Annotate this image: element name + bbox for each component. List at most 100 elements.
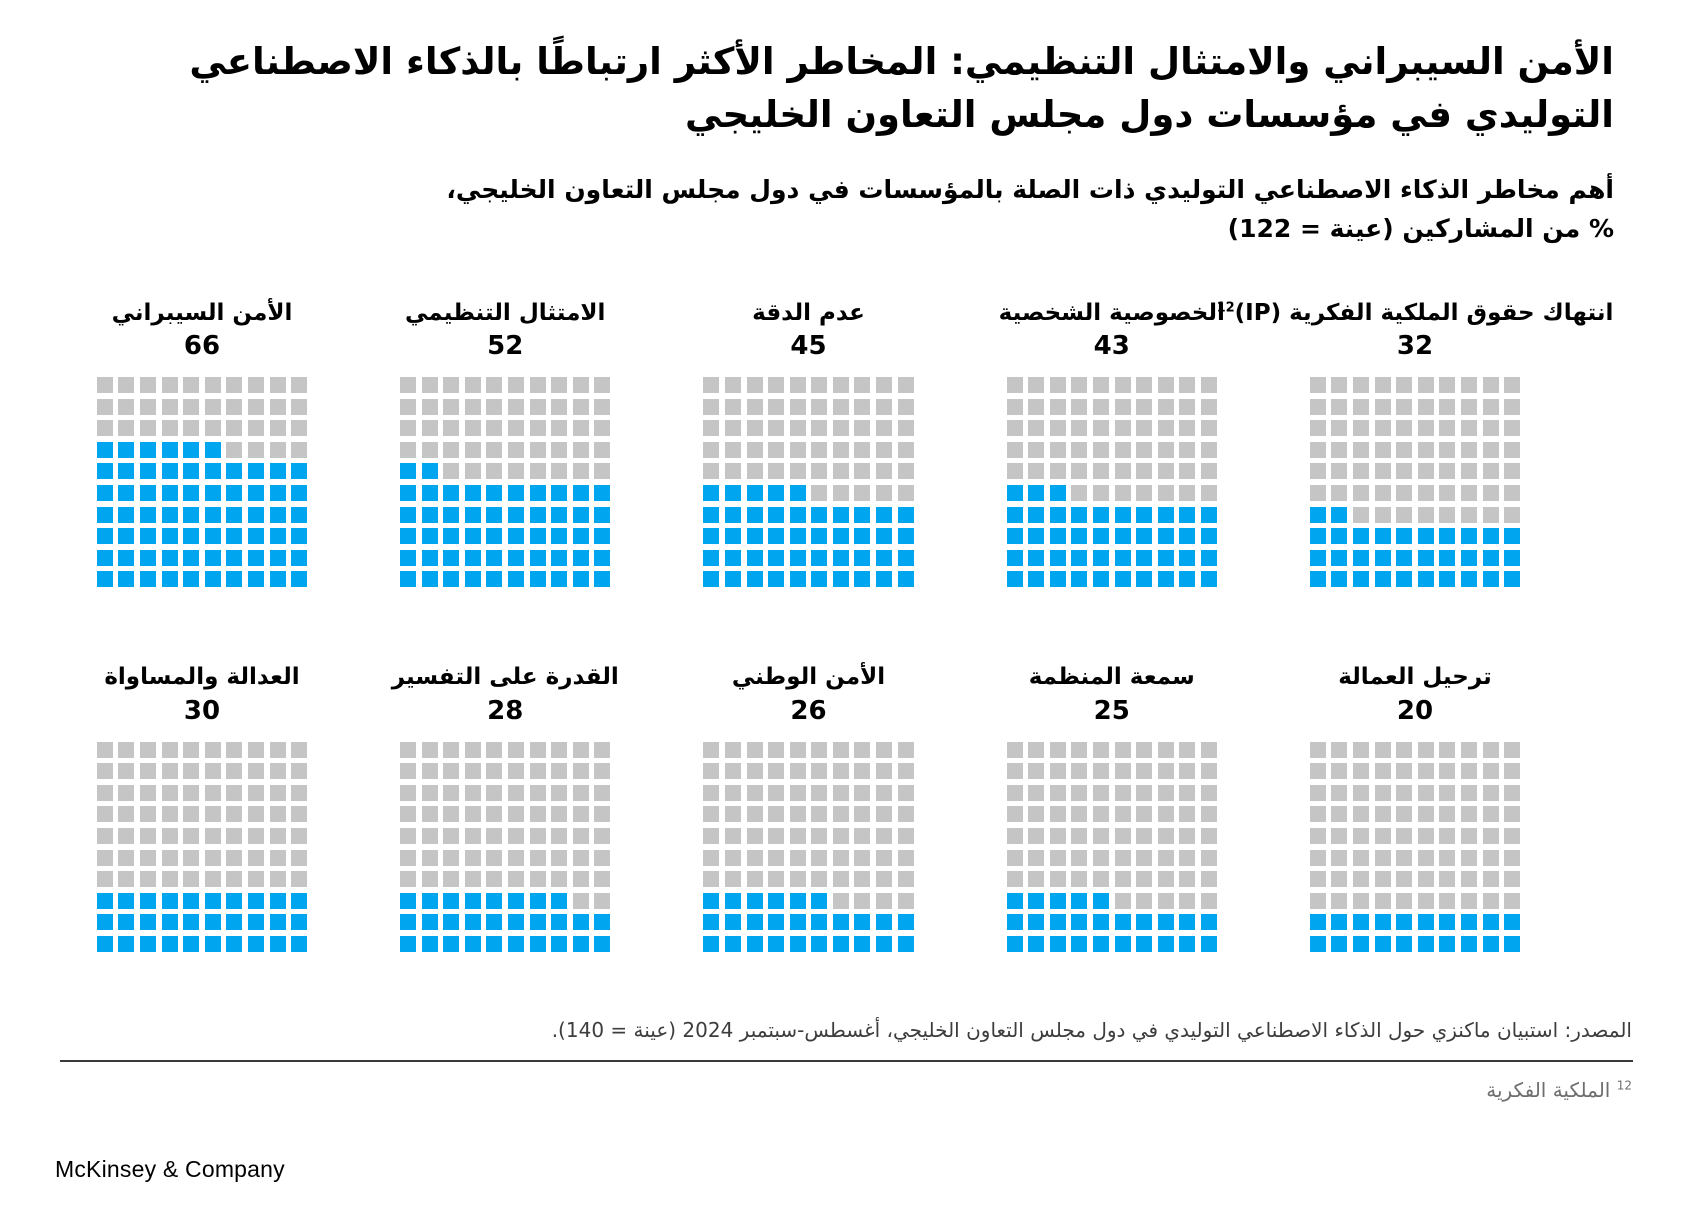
- waffle-cell-empty: [789, 441, 806, 458]
- waffle-cell-filled: [421, 571, 438, 588]
- waffle-cell-empty: [854, 441, 871, 458]
- waffle-cell-empty: [1417, 828, 1434, 845]
- waffle-cell-empty: [746, 784, 763, 801]
- waffle-cell-empty: [1200, 463, 1217, 480]
- waffle-cell-empty: [508, 376, 525, 393]
- waffle-cell-empty: [1331, 420, 1348, 437]
- waffle-cell-empty: [1114, 763, 1131, 780]
- waffle-cell-empty: [876, 441, 893, 458]
- waffle-cell-filled: [291, 463, 308, 480]
- waffle-cell-filled: [291, 892, 308, 909]
- waffle-cell-empty: [1482, 441, 1499, 458]
- waffle-cell-empty: [529, 871, 546, 888]
- waffle-cell-empty: [1049, 849, 1066, 866]
- waffle-cell-empty: [161, 784, 178, 801]
- waffle-cell-empty: [118, 828, 135, 845]
- waffle-cell-empty: [897, 763, 914, 780]
- waffle-cell-filled: [1092, 506, 1109, 523]
- waffle-cell-empty: [464, 784, 481, 801]
- waffle-cell-empty: [204, 871, 221, 888]
- waffle-cell-empty: [269, 741, 286, 758]
- waffle-cell-empty: [703, 806, 720, 823]
- waffle-cell-empty: [247, 849, 264, 866]
- waffle-cell-empty: [1200, 441, 1217, 458]
- waffle-cell-empty: [832, 763, 849, 780]
- waffle-cell-empty: [768, 376, 785, 393]
- waffle-cell-empty: [1028, 398, 1045, 415]
- waffle-cell-empty: [811, 849, 828, 866]
- waffle-cell-filled: [529, 506, 546, 523]
- waffle-cell-filled: [118, 528, 135, 545]
- waffle-cell-filled: [1136, 506, 1153, 523]
- waffle-cell-empty: [508, 463, 525, 480]
- waffle-cell-filled: [269, 463, 286, 480]
- waffle-cell-filled: [508, 892, 525, 909]
- waffle-cell-empty: [1417, 892, 1434, 909]
- waffle-cell-empty: [876, 376, 893, 393]
- waffle-cell-empty: [1006, 463, 1023, 480]
- waffle-cell-filled: [1374, 914, 1391, 931]
- waffle-cell-empty: [421, 784, 438, 801]
- chart-value: 25: [1093, 696, 1130, 727]
- chart-label: القدرة على التفسير: [392, 663, 619, 693]
- waffle-cell-filled: [789, 936, 806, 953]
- waffle-grid: [400, 741, 611, 953]
- waffle-cell-empty: [1396, 398, 1413, 415]
- waffle-cell-filled: [400, 506, 417, 523]
- waffle-cell-filled: [1396, 549, 1413, 566]
- waffle-cell-empty: [1482, 828, 1499, 845]
- waffle-chart: الامتثال التنظيمي 52: [400, 299, 611, 588]
- waffle-cell-empty: [724, 741, 741, 758]
- waffle-cell-filled: [161, 463, 178, 480]
- waffle-cell-empty: [204, 763, 221, 780]
- waffle-cell-empty: [443, 376, 460, 393]
- waffle-grid: [1309, 376, 1521, 588]
- waffle-cell-filled: [1504, 914, 1521, 931]
- waffle-cell-empty: [1006, 376, 1023, 393]
- waffle-cell-empty: [1309, 871, 1326, 888]
- waffle-cell-filled: [1028, 914, 1045, 931]
- chart-label-footnote-marker: 12: [1216, 299, 1235, 315]
- waffle-cell-filled: [140, 914, 157, 931]
- footer-divider: [60, 1060, 1633, 1063]
- waffle-cell-filled: [594, 484, 611, 501]
- waffle-cell-filled: [897, 549, 914, 566]
- waffle-cell-filled: [291, 936, 308, 953]
- waffle-cell-filled: [832, 936, 849, 953]
- waffle-cell-filled: [1353, 936, 1370, 953]
- waffle-cell-empty: [421, 806, 438, 823]
- waffle-cell-filled: [1353, 914, 1370, 931]
- mckinsey-logo: McKinsey & Company: [55, 1156, 285, 1182]
- waffle-cell-empty: [486, 398, 503, 415]
- waffle-cell-empty: [291, 420, 308, 437]
- waffle-cell-empty: [1309, 741, 1326, 758]
- waffle-cell-filled: [1157, 571, 1174, 588]
- waffle-cell-filled: [1482, 571, 1499, 588]
- waffle-cell-empty: [1179, 763, 1196, 780]
- waffle-cell-empty: [854, 892, 871, 909]
- waffle-cell-empty: [1309, 463, 1326, 480]
- waffle-cell-empty: [1482, 741, 1499, 758]
- waffle-cell-empty: [1136, 892, 1153, 909]
- waffle-cell-empty: [703, 463, 720, 480]
- waffle-cell-filled: [1200, 528, 1217, 545]
- waffle-cell-filled: [876, 528, 893, 545]
- waffle-cell-filled: [96, 892, 113, 909]
- waffle-chart: انتهاك حقوق الملكية الفكرية (IP)12 32: [1217, 299, 1613, 588]
- waffle-cell-empty: [1092, 376, 1109, 393]
- waffle-cell-empty: [1482, 892, 1499, 909]
- waffle-cell-filled: [551, 914, 568, 931]
- waffle-cell-filled: [789, 892, 806, 909]
- waffle-cell-empty: [1439, 784, 1456, 801]
- waffle-cell-empty: [1200, 376, 1217, 393]
- waffle-cell-empty: [443, 806, 460, 823]
- waffle-cell-empty: [1136, 741, 1153, 758]
- waffle-cell-empty: [811, 463, 828, 480]
- waffle-cell-empty: [161, 376, 178, 393]
- waffle-cell-filled: [1439, 571, 1456, 588]
- waffle-cell-empty: [1028, 784, 1045, 801]
- waffle-cell-filled: [204, 914, 221, 931]
- waffle-cell-filled: [96, 549, 113, 566]
- waffle-cell-empty: [1374, 849, 1391, 866]
- waffle-cell-empty: [529, 763, 546, 780]
